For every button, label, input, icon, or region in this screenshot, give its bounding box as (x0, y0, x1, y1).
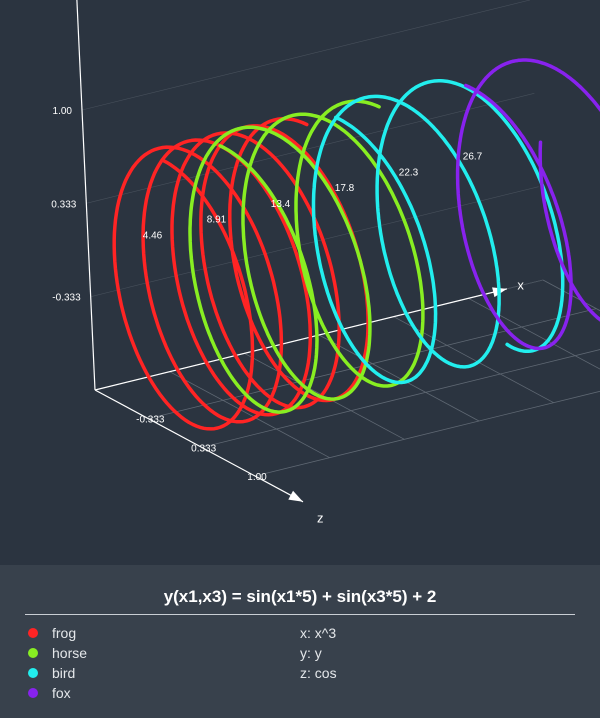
z-axis-title: z (317, 510, 324, 525)
axes (76, 0, 508, 503)
legend: frog horse bird fox (28, 623, 87, 703)
grid-line (81, 0, 531, 111)
x-tick-label: 8.91 (207, 215, 227, 226)
legend-dot-horse (28, 648, 38, 658)
legend-item-fox[interactable]: fox (28, 683, 87, 703)
grid-line (468, 297, 600, 370)
legend-item-frog[interactable]: frog (28, 623, 87, 643)
x-axis-title: x (517, 277, 524, 292)
legend-label: fox (52, 685, 71, 701)
y-tick-label: 0.333 (51, 199, 76, 210)
y-tick-label: 1.00 (53, 106, 73, 117)
series-bird (311, 79, 565, 385)
chart-title: y(x1,x3) = sin(x1*5) + sin(x3*5) + 2 (163, 587, 437, 606)
axis-info-y: y: y (300, 645, 322, 661)
legend-dot-fox (28, 688, 38, 698)
axis-info-z: z: cos (300, 665, 337, 681)
legend-dot-bird (28, 668, 38, 678)
y-tick-label: -0.333 (52, 293, 81, 304)
divider (25, 614, 575, 615)
grid-line (86, 93, 535, 204)
x-tick-label: 4.46 (143, 230, 163, 241)
axes-info: x: x^3 y: y z: cos (300, 623, 337, 683)
z-axis-arrow (288, 490, 303, 502)
3d-plot[interactable]: yxz-0.3330.3331.004.468.9113.417.822.326… (0, 0, 600, 565)
legend-label: horse (52, 645, 88, 661)
grid-line (318, 334, 480, 422)
y-axis (76, 0, 96, 391)
grid-line (254, 390, 600, 477)
z-axis (94, 389, 304, 503)
legend-item-bird[interactable]: bird (28, 663, 87, 683)
x-tick-label: 13.4 (271, 199, 291, 210)
plot-area[interactable]: yxz-0.3330.3331.004.468.9113.417.822.326… (0, 0, 600, 565)
z-tick-label: -0.333 (136, 415, 165, 426)
legend-label: frog (52, 625, 77, 641)
legend-panel: y(x1,x3) = sin(x1*5) + sin(x3*5) + 2 fro… (0, 565, 600, 718)
z-tick-label: 0.333 (191, 443, 216, 454)
grid-line (169, 371, 330, 459)
x-axis (94, 288, 508, 391)
axis-info-x: x: x^3 (300, 625, 337, 641)
grid-line (393, 316, 554, 404)
x-tick-label: 17.8 (335, 183, 355, 194)
x-tick-label: 26.7 (463, 152, 483, 163)
curves (112, 58, 600, 431)
series-horse (188, 99, 425, 414)
z-tick-label: 1.00 (247, 472, 267, 483)
grid-line (201, 349, 600, 448)
legend-dot-frog (28, 628, 38, 638)
tick-labels: yxz-0.3330.3331.004.468.9113.417.822.326… (51, 106, 524, 525)
x-tick-label: 22.3 (399, 167, 419, 178)
legend-item-horse[interactable]: horse (28, 643, 87, 663)
grid-line (148, 308, 597, 420)
legend-label: bird (52, 665, 76, 681)
series-fox (455, 58, 600, 351)
